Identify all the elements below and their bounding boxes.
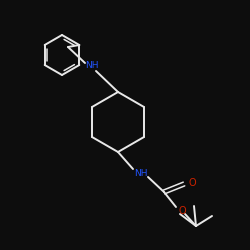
Text: NH: NH <box>85 62 99 70</box>
Text: NH: NH <box>134 170 148 178</box>
Text: O: O <box>178 206 186 216</box>
Text: O: O <box>188 178 196 188</box>
